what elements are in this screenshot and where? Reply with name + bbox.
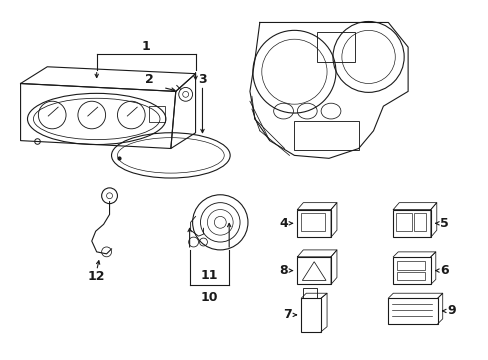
- Text: 2: 2: [144, 73, 153, 86]
- Bar: [294, 121, 358, 150]
- Text: 1: 1: [142, 40, 150, 53]
- Bar: [392, 210, 430, 237]
- Bar: [297, 210, 330, 237]
- Text: 6: 6: [440, 264, 448, 277]
- Text: 4: 4: [279, 217, 287, 230]
- Bar: [317, 32, 354, 62]
- Text: 10: 10: [200, 291, 218, 304]
- Bar: [396, 271, 424, 280]
- Bar: [301, 213, 325, 231]
- Bar: [396, 261, 424, 270]
- Text: 11: 11: [200, 269, 218, 282]
- Bar: [301, 298, 321, 332]
- Bar: [395, 213, 411, 231]
- Bar: [149, 106, 164, 122]
- Text: 8: 8: [279, 264, 287, 277]
- Bar: [303, 288, 317, 298]
- Text: 9: 9: [447, 305, 455, 318]
- Bar: [413, 213, 425, 231]
- Text: 5: 5: [439, 217, 448, 230]
- Bar: [392, 257, 430, 284]
- Bar: [387, 298, 437, 324]
- Bar: [297, 257, 330, 284]
- Text: 12: 12: [88, 270, 105, 283]
- Text: 3: 3: [198, 73, 206, 86]
- Text: 7: 7: [283, 309, 291, 321]
